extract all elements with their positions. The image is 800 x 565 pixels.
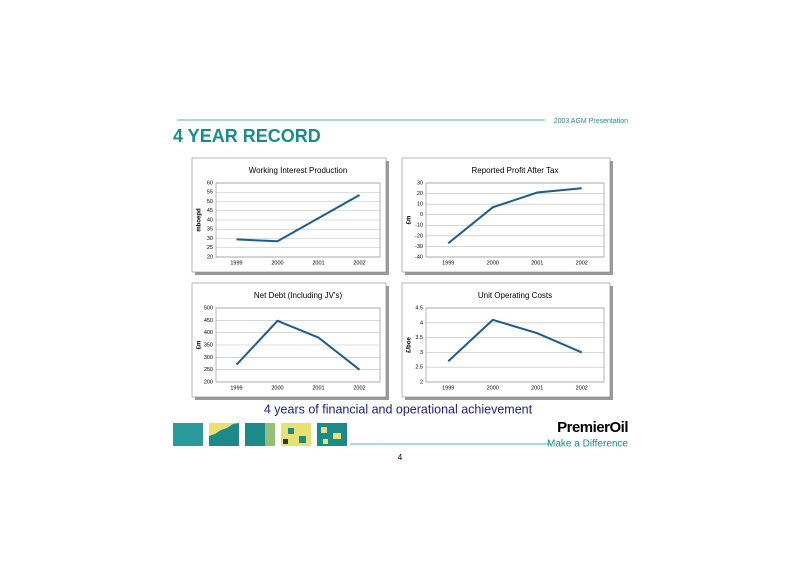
x-tick-label: 2002: [353, 385, 365, 391]
x-tick-label: 2000: [271, 260, 283, 266]
x-tick-label: 1999: [230, 385, 242, 391]
plot-frame: [215, 307, 381, 383]
x-tick-label: 1999: [230, 260, 242, 266]
presentation-name: 2003 AGM Presentation: [554, 118, 628, 125]
y-tick-label: 500: [204, 305, 213, 311]
y-tick-label: 4.5: [415, 305, 423, 311]
y-axis-label: £m: [407, 216, 413, 225]
caption: 4 years of financial and operational ach…: [264, 402, 533, 416]
chart-title: Working Interest Production: [249, 166, 348, 175]
decor-tiles: [173, 423, 347, 446]
chart-title: Unit Operating Costs: [478, 291, 552, 300]
x-tick-label: 2002: [576, 260, 588, 266]
y-tick-label: 40: [207, 217, 213, 223]
x-tick-label: 2002: [576, 385, 588, 391]
data-line: [447, 318, 583, 363]
y-tick-label: 10: [417, 202, 423, 208]
chart-title: Net Debt (Including JV's): [254, 291, 343, 300]
x-tick-label: 1999: [442, 385, 454, 391]
x-tick-label: 1999: [442, 260, 454, 266]
y-tick-label: 450: [204, 318, 213, 324]
plot-frame: [425, 182, 605, 258]
y-tick-label: 0: [420, 212, 423, 218]
y-tick-label: 2.5: [415, 365, 423, 371]
y-tick-label: 60: [207, 180, 213, 186]
company-logo: PremierOil: [557, 419, 628, 436]
y-tick-label: -20: [415, 233, 423, 239]
y-tick-label: 4: [420, 320, 423, 326]
chart-title: Reported Profit After Tax: [471, 166, 558, 175]
x-tick-label: 2001: [531, 385, 543, 391]
slogan: Make a Difference: [547, 439, 628, 450]
y-tick-label: 250: [204, 367, 213, 373]
y-tick-label: 20: [417, 191, 423, 197]
page-number: 4: [398, 453, 403, 462]
x-tick-label: 2000: [487, 260, 499, 266]
plot-frame: [425, 307, 605, 383]
y-tick-label: 3: [420, 350, 423, 356]
y-tick-label: 20: [207, 254, 213, 260]
data-line: [447, 187, 582, 245]
y-tick-label: -10: [415, 223, 423, 229]
x-tick-label: 2000: [487, 385, 499, 391]
y-tick-label: 25: [207, 245, 213, 251]
y-tick-label: 35: [207, 227, 213, 233]
y-tick-label: 45: [207, 208, 213, 214]
y-tick-label: 3.5: [415, 335, 423, 341]
y-tick-label: 350: [204, 342, 213, 348]
data-line: [235, 319, 361, 371]
y-axis-label: £m: [197, 341, 203, 350]
y-tick-label: 50: [207, 199, 213, 205]
y-tick-label: 200: [204, 379, 213, 385]
y-tick-label: 30: [417, 180, 423, 186]
plot-frame: [215, 182, 381, 258]
y-axis-label: mboepd: [197, 208, 203, 232]
x-tick-label: 2001: [312, 260, 324, 266]
y-tick-label: 300: [204, 355, 213, 361]
y-tick-label: -30: [415, 244, 423, 250]
x-tick-label: 2001: [312, 385, 324, 391]
y-tick-label: -40: [415, 254, 423, 260]
y-tick-label: 2: [420, 379, 423, 385]
slide-title: 4 YEAR RECORD: [173, 126, 321, 146]
data-line: [236, 194, 360, 243]
chart-frame: [401, 282, 611, 398]
y-tick-label: 30: [207, 236, 213, 242]
chart-frame: [191, 282, 387, 398]
y-axis-label: £/boe: [407, 337, 413, 353]
y-tick-label: 55: [207, 190, 213, 196]
x-tick-label: 2002: [353, 260, 365, 266]
y-tick-label: 400: [204, 330, 213, 336]
chart-frame: [191, 157, 387, 273]
x-tick-label: 2001: [531, 260, 543, 266]
x-tick-label: 2000: [271, 385, 283, 391]
